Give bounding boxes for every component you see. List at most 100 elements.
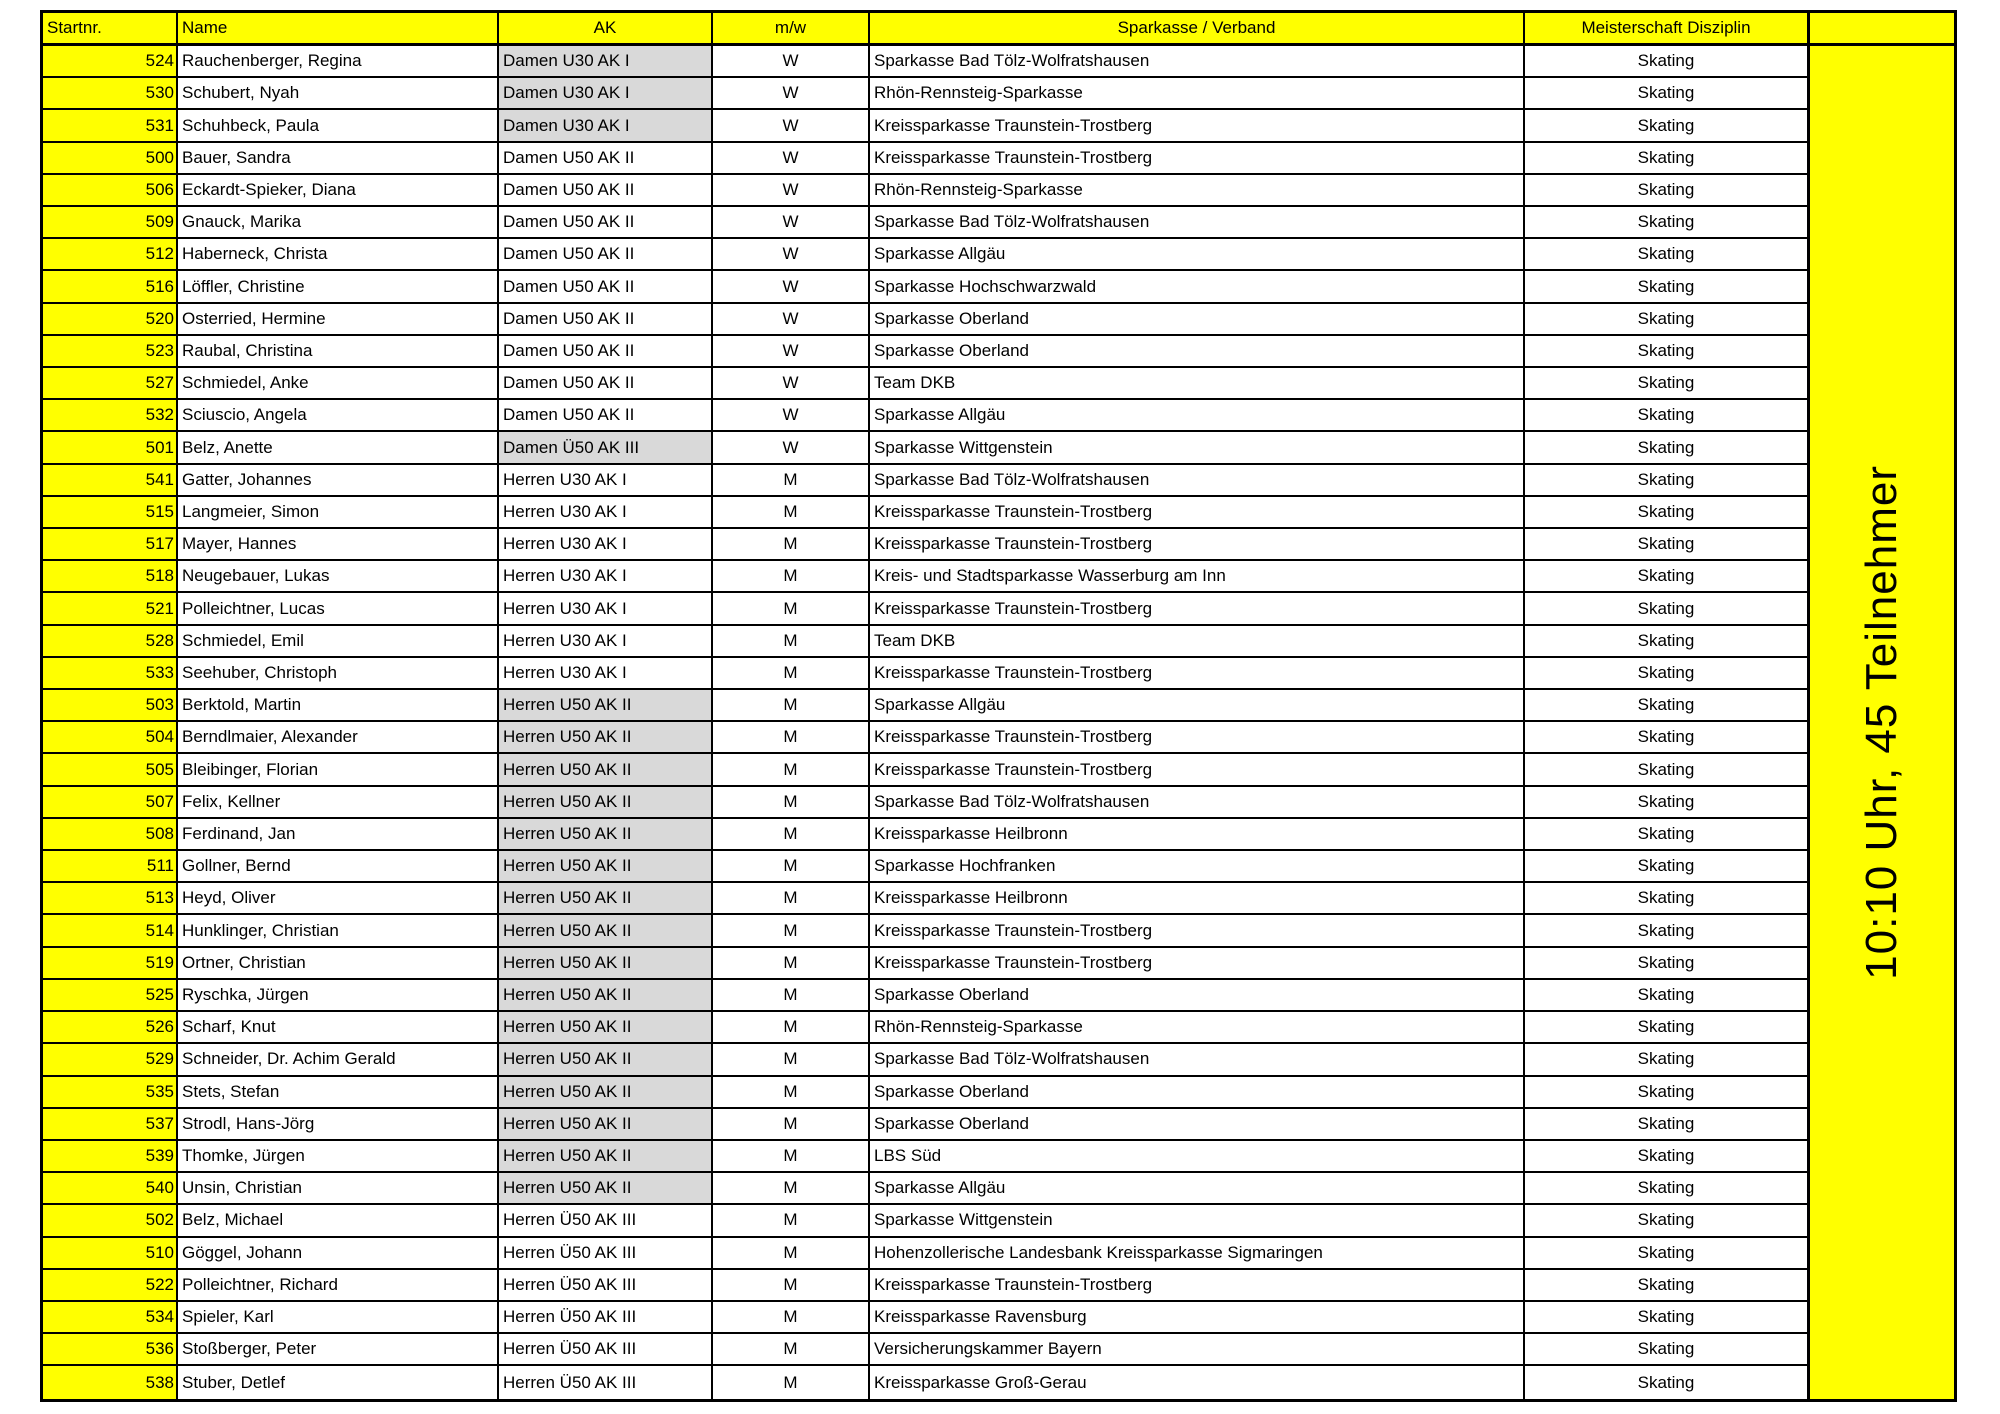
cell-mw: M [713, 625, 870, 658]
cell-startnr: 530 [43, 78, 178, 111]
cell-verband: Kreissparkasse Groß-Gerau [870, 1366, 1525, 1399]
cell-verband: Sparkasse Hochfranken [870, 851, 1525, 884]
cell-mw: M [713, 1044, 870, 1077]
cell-name: Eckardt-Spieker, Diana [178, 174, 499, 208]
cell-name: Belz, Anette [178, 432, 499, 465]
cell-verband: Team DKB [870, 625, 1525, 658]
cell-startnr: 515 [43, 496, 178, 530]
sidebar-header-cell [1810, 13, 1954, 46]
cell-disziplin: Skating [1525, 368, 1807, 401]
cell-startnr: 511 [43, 851, 178, 884]
cell-verband: Team DKB [870, 368, 1525, 401]
cell-mw: W [713, 303, 870, 336]
cell-name: Scharf, Knut [178, 1012, 499, 1045]
cell-startnr: 520 [43, 303, 178, 336]
cell-startnr: 507 [43, 786, 178, 819]
cell-disziplin: Skating [1525, 658, 1807, 691]
cell-startnr: 506 [43, 174, 178, 208]
cell-ak: Herren U50 AK II [499, 818, 713, 852]
cell-disziplin: Skating [1525, 239, 1807, 272]
cell-name: Rauchenberger, Regina [178, 46, 499, 79]
column-header-ak: AK [499, 13, 713, 46]
cell-ak: Damen U50 AK II [499, 142, 713, 175]
cell-disziplin: Skating [1525, 143, 1807, 175]
cell-name: Gollner, Bernd [178, 851, 499, 884]
cell-name: Löffler, Christine [178, 271, 499, 304]
cell-ak: Damen U50 AK II [499, 368, 713, 401]
cell-verband: Sparkasse Oberland [870, 1076, 1525, 1109]
cell-disziplin: Skating [1525, 336, 1807, 369]
cell-ak: Herren U50 AK II [499, 1012, 713, 1045]
cell-verband: Kreissparkasse Heilbronn [870, 818, 1525, 852]
cell-disziplin: Skating [1525, 722, 1807, 755]
column-header-name: Name [178, 13, 499, 46]
cell-startnr: 504 [43, 722, 178, 755]
cell-mw: W [713, 142, 870, 175]
cell-name: Mayer, Hannes [178, 529, 499, 562]
cell-ak: Herren U50 AK II [499, 1173, 713, 1206]
cell-name: Stets, Stefan [178, 1076, 499, 1109]
cell-name: Göggel, Johann [178, 1237, 499, 1270]
schedule-sidebar: 10:10 Uhr, 45 Teilnehmer [1810, 10, 1957, 1402]
cell-verband: Kreissparkasse Traunstein-Trostberg [870, 722, 1525, 755]
cell-startnr: 529 [43, 1044, 178, 1077]
cell-name: Bleibinger, Florian [178, 754, 499, 787]
cell-ak: Herren Ü50 AK III [499, 1366, 713, 1399]
cell-disziplin: Skating [1525, 1012, 1807, 1045]
cell-mw: M [713, 1301, 870, 1335]
cell-startnr: 517 [43, 529, 178, 562]
cell-disziplin: Skating [1525, 593, 1807, 626]
cell-mw: M [713, 1205, 870, 1238]
cell-verband: Sparkasse Wittgenstein [870, 432, 1525, 465]
cell-disziplin: Skating [1525, 304, 1807, 336]
cell-startnr: 509 [43, 207, 178, 240]
cell-ak: Herren U30 AK I [499, 625, 713, 658]
cell-name: Gatter, Johannes [178, 464, 499, 497]
cell-verband: Sparkasse Bad Tölz-Wolfratshausen [870, 207, 1525, 240]
cell-disziplin: Skating [1525, 78, 1807, 111]
cell-disziplin: Skating [1525, 1077, 1807, 1109]
cell-ak: Herren U50 AK II [499, 754, 713, 787]
schedule-label: 10:10 Uhr, 45 Teilnehmer [1857, 464, 1906, 980]
cell-ak: Herren U50 AK II [499, 851, 713, 884]
cell-mw: M [713, 1269, 870, 1302]
cell-startnr: 522 [43, 1269, 178, 1302]
cell-mw: M [713, 818, 870, 852]
cell-startnr: 534 [43, 1301, 178, 1335]
cell-mw: M [713, 722, 870, 755]
cell-mw: M [713, 657, 870, 691]
cell-ak: Herren U50 AK II [499, 1076, 713, 1109]
cell-name: Langmeier, Simon [178, 496, 499, 530]
cell-ak: Damen Ü50 AK III [499, 432, 713, 465]
cell-mw: M [713, 561, 870, 594]
cell-disziplin: Skating [1525, 529, 1807, 562]
cell-mw: W [713, 46, 870, 79]
cell-ak: Herren U30 AK I [499, 561, 713, 594]
cell-startnr: 521 [43, 593, 178, 626]
cell-mw: M [713, 464, 870, 497]
cell-startnr: 510 [43, 1237, 178, 1270]
cell-startnr: 503 [43, 690, 178, 723]
cell-disziplin: Skating [1525, 787, 1807, 819]
cell-name: Polleichtner, Lucas [178, 593, 499, 626]
cell-startnr: 527 [43, 368, 178, 401]
cell-verband: Sparkasse Allgäu [870, 400, 1525, 433]
cell-startnr: 537 [43, 1108, 178, 1141]
cell-ak: Damen U50 AK II [499, 335, 713, 369]
cell-startnr: 524 [43, 46, 178, 79]
cell-name: Unsin, Christian [178, 1173, 499, 1206]
cell-mw: W [713, 271, 870, 304]
cell-mw: M [713, 496, 870, 530]
cell-name: Schmiedel, Emil [178, 625, 499, 658]
cell-verband: Sparkasse Allgäu [870, 239, 1525, 272]
cell-startnr: 519 [43, 947, 178, 980]
cell-name: Ferdinand, Jan [178, 818, 499, 852]
cell-disziplin: Skating [1525, 626, 1807, 658]
cell-verband: Sparkasse Oberland [870, 335, 1525, 369]
cell-startnr: 541 [43, 464, 178, 497]
cell-mw: M [713, 593, 870, 626]
cell-startnr: 523 [43, 335, 178, 369]
cell-mw: M [713, 529, 870, 562]
start-list-table: Startnr. Name AK m/w Sparkasse / Verband… [40, 10, 1810, 1402]
